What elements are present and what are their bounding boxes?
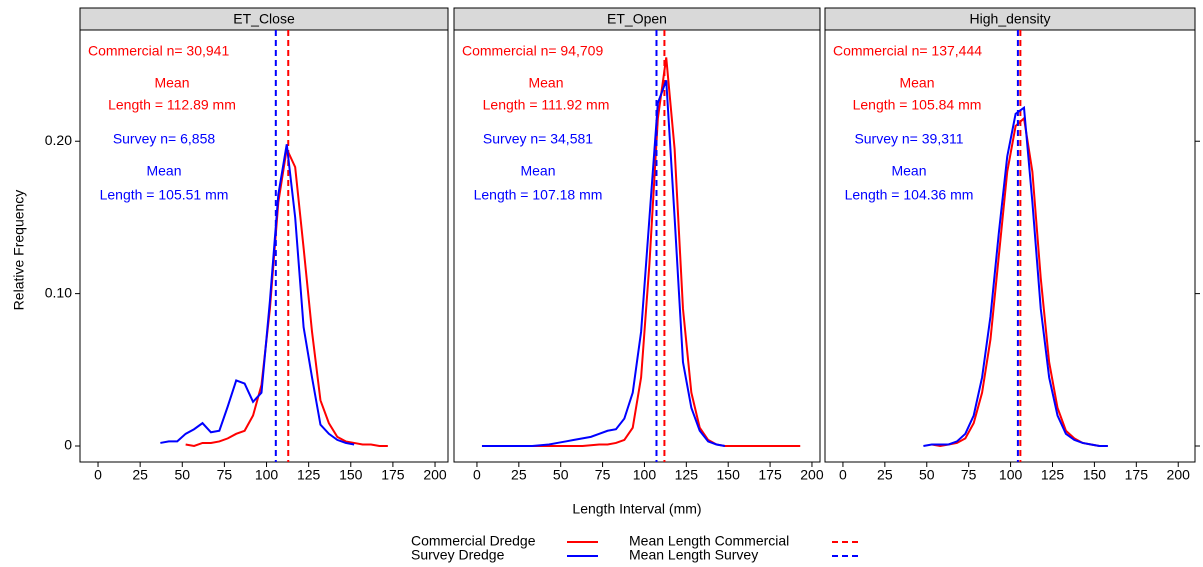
annotation: Survey n= 34,581 [483,131,593,147]
x-tick-label: 75 [217,467,233,483]
y-tick-label: 0 [64,437,72,453]
annotation: Length = 107.18 mm [474,187,603,203]
x-tick-label: 75 [961,467,977,483]
x-tick-label: 75 [595,467,611,483]
series-line [923,105,1108,447]
x-tick-label: 0 [94,467,102,483]
x-tick-label: 200 [800,467,824,483]
annotation: Length = 112.89 mm [108,97,236,113]
annotation: Survey n= 39,311 [854,131,963,147]
y-axis-label: Relative Frequency [11,190,27,311]
x-tick-label: 100 [999,467,1023,483]
x-tick-label: 125 [297,467,321,483]
x-tick-label: 150 [717,467,741,483]
plot-frame [453,7,821,463]
annotation: Commercial n= 94,709 [462,43,603,59]
x-tick-label: 200 [1167,467,1191,483]
annotation: Mean [891,163,926,179]
x-tick-label: 175 [381,467,405,483]
x-tick-label: 200 [423,467,447,483]
x-tick-label: 175 [1125,467,1149,483]
x-axis-label: Length Interval (mm) [572,501,701,517]
x-tick-label: 50 [174,467,190,483]
x-tick-label: 125 [675,467,699,483]
legend-label: Mean Length Survey [629,547,758,563]
annotation: Commercial n= 30,941 [88,43,229,59]
annotation: Mean [520,163,555,179]
annotation: Survey n= 6,858 [113,131,216,147]
annotation: Length = 104.36 mm [845,187,974,203]
x-tick-label: 25 [877,467,893,483]
annotation: Length = 105.84 mm [853,97,982,113]
annotation: Length = 111.92 mm [483,97,610,113]
x-tick-label: 25 [132,467,148,483]
x-tick-label: 25 [511,467,527,483]
annotation: Mean [154,75,189,91]
legend-label: Survey Dredge [411,547,505,563]
annotation: Mean [899,75,934,91]
plot-frame [79,7,449,463]
series-line [481,57,801,447]
x-tick-label: 100 [633,467,657,483]
legend-label: Mean Length Commercial [629,533,789,549]
y-tick-label: 0.20 [45,132,72,148]
x-tick-label: 0 [473,467,481,483]
x-tick-label: 175 [758,467,782,483]
annotation: Mean [528,75,563,91]
x-tick-label: 125 [1041,467,1065,483]
y-tick-label: 0.10 [45,284,72,300]
panel-title: ET_Open [607,11,667,27]
annotation: Length = 105.51 mm [100,187,229,203]
x-tick-label: 150 [339,467,363,483]
x-tick-label: 50 [553,467,569,483]
x-tick-label: 150 [1083,467,1107,483]
plot-frame [824,7,1196,463]
annotation: Commercial n= 137,444 [833,43,982,59]
panel-title: High_density [970,11,1051,27]
series-line [481,79,726,447]
x-tick-label: 100 [255,467,279,483]
x-tick-label: 50 [919,467,935,483]
x-tick-label: 0 [839,467,847,483]
series-line [160,144,355,446]
legend-label: Commercial Dredge [411,533,536,549]
annotation: Mean [146,163,181,179]
panel-title: ET_Close [233,11,295,27]
